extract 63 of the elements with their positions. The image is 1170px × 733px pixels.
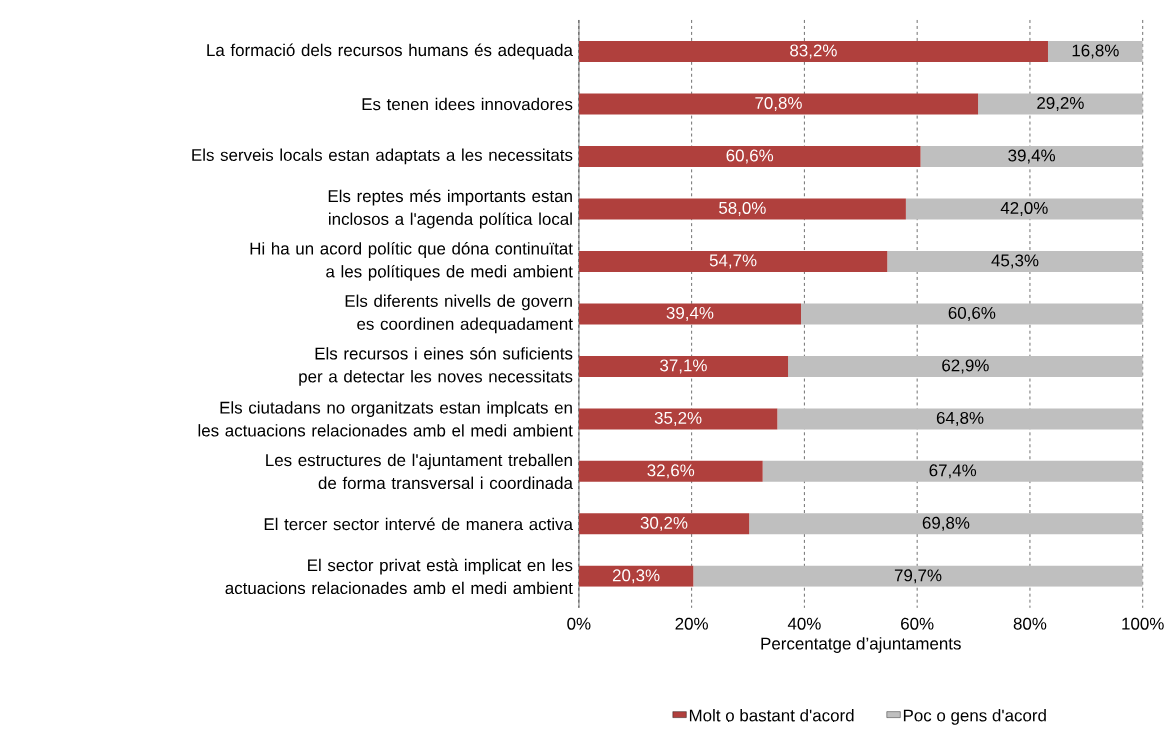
data-label: 32,6%	[647, 464, 695, 479]
data-label: 39,4%	[666, 307, 714, 321]
x-tick-label: 20%	[675, 617, 708, 630]
data-label: 60,6%	[948, 307, 996, 321]
data-label: 37,1%	[660, 359, 707, 374]
y-tick-label: Els ciutadans no organitzats estan implcats en les actuacions relacionades amb el medi ambient	[198, 401, 573, 437]
bar	[578, 93, 979, 115]
y-tick-label: Els serveis locals estan adaptats a les necessitats	[192, 148, 573, 165]
data-label: 16,8%	[1072, 44, 1119, 59]
bar	[920, 146, 1143, 168]
bar	[578, 408, 778, 430]
bar	[788, 355, 1143, 377]
bar	[578, 513, 750, 535]
bar	[578, 355, 789, 377]
x-tick-label: 0%	[567, 617, 591, 630]
x-tick-label: 40%	[787, 617, 821, 630]
data-label: 45,3%	[991, 254, 1039, 269]
data-label: 64,8%	[936, 411, 984, 426]
bar	[578, 460, 763, 482]
x-axis-title: Percentatge d’ajuntaments	[761, 637, 961, 654]
bar	[693, 565, 1143, 587]
y-tick-label: El tercer sector intervé de manera activa	[264, 517, 573, 531]
data-label: 35,2%	[654, 411, 702, 426]
x-tick-label: 80%	[1013, 617, 1047, 630]
y-tick-label: Hi ha un acord polític que dóna continuïtat a les polítiques de medi ambient	[250, 242, 573, 281]
bar	[887, 251, 1143, 273]
y-tick-label: El sector privat està implicat en les actuacions relacionades amb el medi ambient	[225, 558, 573, 595]
bar	[578, 198, 906, 220]
data-label: 20,3%	[612, 569, 660, 584]
bar	[762, 460, 1143, 482]
data-label: 30,2%	[640, 516, 688, 531]
bar	[578, 303, 802, 325]
y-tick-label: Es tenen idees innovadores	[362, 97, 573, 111]
y-tick-label: Els reptes més importants estan inclosos a l'agenda política local	[328, 189, 572, 229]
data-label: 69,8%	[922, 516, 970, 531]
data-label: 67,4%	[929, 464, 977, 479]
bar	[1047, 41, 1143, 63]
x-tick-label: 100%	[1122, 617, 1164, 630]
bar	[905, 198, 1143, 220]
data-label: 60,6%	[726, 149, 774, 164]
legend-label: Molt o bastant d'acord	[689, 709, 854, 722]
bar	[578, 41, 1048, 63]
y-tick-label: La formació dels recursos humans és adequada	[207, 43, 573, 60]
data-label: 54,7%	[709, 254, 757, 269]
x-tick-label: 60%	[901, 617, 934, 630]
bar	[578, 146, 921, 168]
y-tick-label: Els diferents nivells de govern es coordinen adequadament	[345, 294, 573, 334]
data-label: 70,8%	[755, 97, 802, 112]
data-label: 83,2%	[790, 44, 837, 59]
data-label: 29,2%	[1037, 97, 1084, 112]
y-tick-label: Els recursos i eines són suficients per a detectar les noves necessitats	[299, 347, 573, 386]
y-tick-label: Les estructures de l'ajuntament treballen de forma transversal i coordinada	[266, 453, 573, 490]
data-label: 79,7%	[894, 569, 942, 584]
bar	[978, 93, 1143, 115]
data-label: 39,4%	[1008, 149, 1056, 164]
bar	[801, 303, 1143, 325]
bar	[578, 251, 888, 273]
data-label: 42,0%	[1000, 202, 1048, 217]
legend-label: Poc o gens d'acord	[903, 709, 1046, 725]
data-label: 58,0%	[719, 202, 766, 217]
data-label: 62,9%	[942, 359, 989, 374]
bar	[749, 513, 1143, 535]
bar	[777, 408, 1143, 430]
